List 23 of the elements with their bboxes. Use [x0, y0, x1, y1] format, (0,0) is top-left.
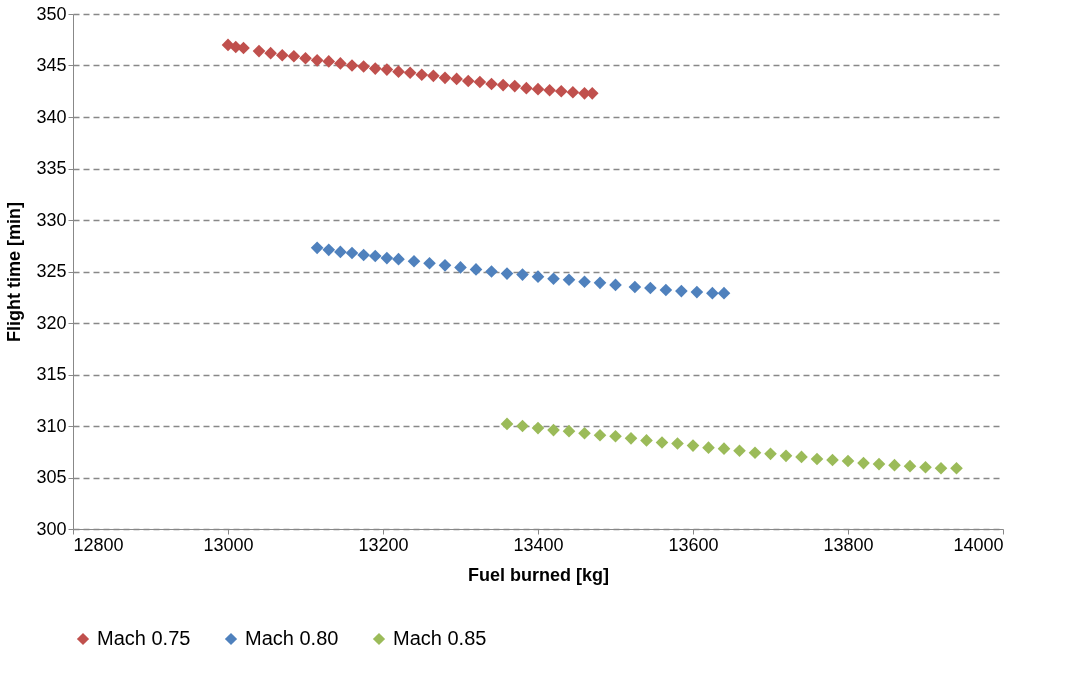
x-tick-label: 12800: [73, 534, 124, 555]
y-tick-label: 320: [36, 312, 67, 333]
y-tick-label: 345: [36, 55, 67, 75]
legend-label: Mach 0.85: [393, 627, 487, 649]
y-tick-label: 315: [36, 364, 67, 384]
x-tick-label: 13200: [358, 534, 409, 555]
x-tick-label: 13600: [668, 534, 719, 555]
y-tick-label: 340: [36, 106, 67, 127]
y-tick-label: 330: [36, 209, 67, 230]
y-tick-label: 310: [36, 415, 67, 436]
x-tick-label: 13000: [203, 534, 254, 555]
y-axis-title: Flight time [min]: [4, 202, 25, 342]
x-axis-title: Fuel burned [kg]: [468, 564, 609, 585]
legend-label: Mach 0.75: [97, 627, 191, 649]
y-tick-label: 325: [36, 261, 67, 281]
x-tick-label: 14000: [953, 534, 1004, 555]
y-tick-label: 335: [36, 158, 67, 178]
x-tick-label: 13400: [513, 534, 564, 555]
y-tick-label: 300: [36, 518, 67, 539]
x-tick-label: 13800: [823, 534, 874, 555]
y-tick-label: 350: [36, 3, 67, 24]
legend-label: Mach 0.80: [245, 627, 339, 649]
y-tick-label: 305: [36, 467, 67, 487]
